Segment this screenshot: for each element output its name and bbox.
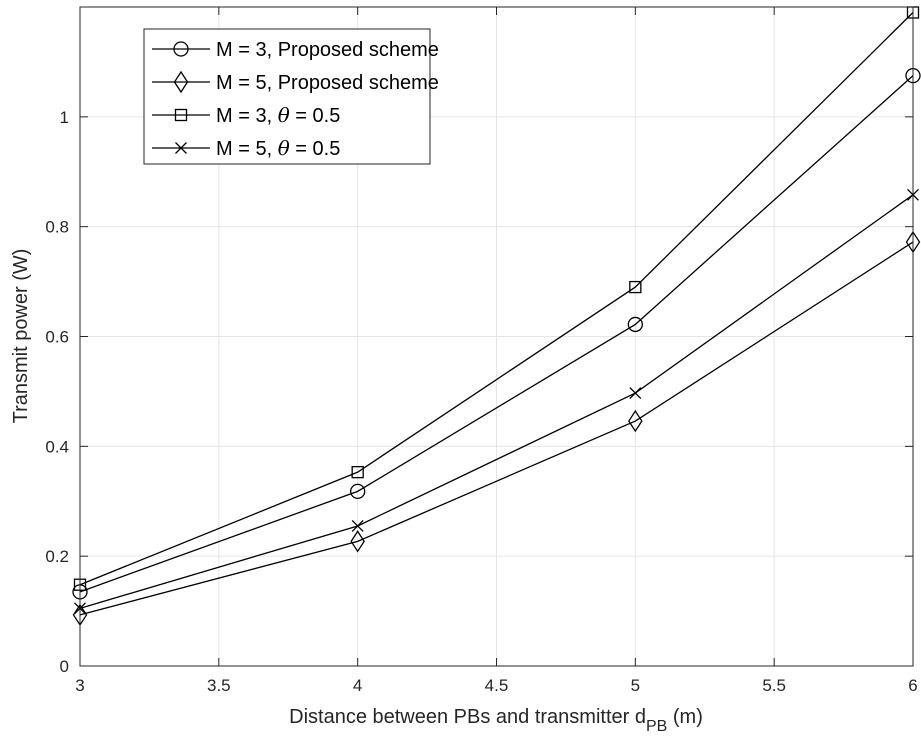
legend-label: M = 5, θ = 0.5 <box>216 136 340 160</box>
legend-entry: M = 5, θ = 0.5 <box>152 136 340 160</box>
x-tick-label: 5.5 <box>762 676 786 695</box>
legend-marker-diamond <box>173 70 189 94</box>
x-tick-label: 6 <box>908 676 917 695</box>
data-point-circle <box>627 316 643 333</box>
x-tick-label: 3 <box>75 676 84 695</box>
series-line <box>79 194 914 609</box>
y-tick-label: 1 <box>60 108 69 127</box>
y-ticks: 0 0.2 0.4 0.6 0.8 1 <box>45 108 913 676</box>
data-point-diamond <box>628 409 643 433</box>
legend-entry: M = 3, Proposed scheme <box>152 39 439 61</box>
legend-label: M = 5, Proposed scheme <box>216 72 439 94</box>
y-tick-label: 0.8 <box>45 218 69 237</box>
x-tick-label: 5 <box>631 676 640 695</box>
x-tick-label: 4 <box>353 676 362 695</box>
x-tick-label: 4.5 <box>485 676 509 695</box>
x-axis-label-subscript: PB <box>646 718 667 735</box>
legend-entry: M = 3, θ = 0.5 <box>152 103 340 127</box>
data-point-x <box>629 387 642 400</box>
legend-label: M = 3, θ = 0.5 <box>216 103 340 127</box>
series-layer <box>72 6 921 627</box>
x-tick-label: 3.5 <box>207 676 231 695</box>
data-point-square <box>351 465 364 479</box>
data-point-circle <box>350 483 366 500</box>
series-line <box>79 12 914 586</box>
y-tick-label: 0.6 <box>45 328 69 347</box>
series-line <box>79 75 914 593</box>
x-axis-label: Distance between PBs and transmitter dPB… <box>289 706 703 735</box>
legend-marker-x <box>175 142 187 154</box>
y-tick-label: 0 <box>60 657 69 676</box>
y-tick-label: 0.2 <box>45 547 69 566</box>
series-diamond <box>72 230 921 627</box>
x-ticks: 3 3.5 4 4.5 5 5.5 6 <box>75 7 918 695</box>
legend: M = 3, Proposed scheme M = 5, Proposed sc… <box>143 28 439 165</box>
series-line <box>79 241 914 616</box>
legend-marker-square <box>174 108 188 122</box>
data-point-diamond <box>350 530 365 553</box>
legend-label: M = 3, Proposed scheme <box>216 39 439 61</box>
legend-box <box>143 28 431 165</box>
y-axis-label: Transmit power (W) <box>10 249 32 424</box>
legend-marker-circle <box>173 41 189 57</box>
y-tick-label: 0.4 <box>45 437 69 456</box>
data-point-x <box>351 520 364 532</box>
data-point-square <box>629 280 642 294</box>
legend-entry: M = 5, Proposed scheme <box>152 70 439 94</box>
